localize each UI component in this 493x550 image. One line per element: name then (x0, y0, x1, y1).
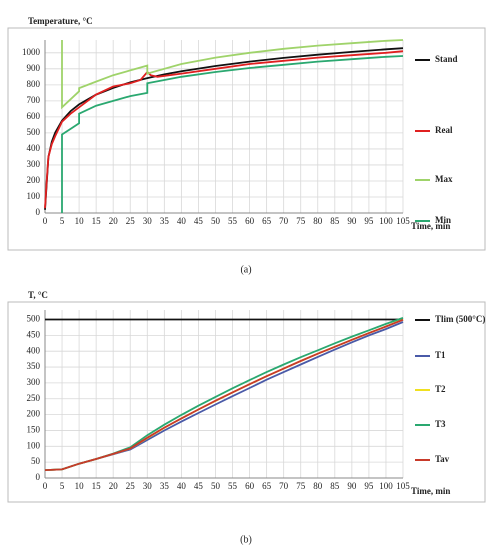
x-tick-label: 50 (211, 481, 221, 491)
x-tick-label: 0 (43, 481, 48, 491)
legend-label: T3 (435, 419, 446, 429)
x-tick-label: 80 (313, 481, 323, 491)
x-tick-label: 80 (313, 216, 323, 226)
x-tick-label: 90 (347, 481, 357, 491)
x-tick-label: 20 (109, 481, 119, 491)
x-axis-label: Time, min (411, 486, 450, 496)
y-tick-label: 150 (27, 425, 41, 435)
x-tick-label: 45 (194, 481, 204, 491)
y-tick-label: 300 (27, 159, 41, 169)
x-tick-label: 95 (364, 481, 374, 491)
series-line (44, 50, 404, 209)
series-line (61, 39, 404, 110)
y-tick-label: 0 (36, 472, 41, 482)
x-tick-label: 75 (296, 481, 306, 491)
x-tick-label: 0 (43, 216, 48, 226)
legend-label: Min (435, 215, 451, 225)
x-tick-label: 35 (160, 216, 170, 226)
x-tick-label: 60 (245, 481, 255, 491)
y-tick-label: 400 (27, 143, 41, 153)
y-tick-label: 800 (27, 79, 41, 89)
x-tick-label: 35 (160, 481, 170, 491)
x-tick-label: 20 (109, 216, 119, 226)
x-axis-label: Time, min (411, 221, 450, 231)
x-tick-label: 10 (75, 481, 85, 491)
y-tick-label: 50 (31, 456, 41, 466)
x-tick-label: 95 (364, 216, 374, 226)
x-tick-label: 60 (245, 216, 255, 226)
y-tick-label: 200 (27, 175, 41, 185)
x-tick-label: 55 (228, 481, 238, 491)
x-tick-label: 15 (92, 481, 102, 491)
x-tick-label: 10 (75, 216, 85, 226)
x-tick-label: 70 (279, 216, 289, 226)
series-line (61, 55, 404, 213)
x-tick-label: 50 (211, 216, 221, 226)
x-tick-label: 30 (143, 216, 153, 226)
y-tick-label: 250 (27, 393, 41, 403)
y-tick-label: 350 (27, 361, 41, 371)
x-tick-label: 65 (262, 481, 272, 491)
y-tick-label: 200 (27, 409, 41, 419)
chart-frame (7, 301, 486, 503)
y-tick-label: 400 (27, 345, 41, 355)
y-tick-label: 500 (27, 314, 41, 324)
caption: (a) (240, 264, 251, 275)
series-line (44, 318, 404, 471)
y-tick-label: 900 (27, 63, 41, 73)
x-tick-label: 100 (379, 216, 393, 226)
x-tick-label: 105 (396, 481, 410, 491)
legend-label: Tav (435, 454, 450, 464)
y-tick-label: 500 (27, 127, 41, 137)
x-tick-label: 85 (330, 481, 340, 491)
x-tick-label: 85 (330, 216, 340, 226)
legend-label: Max (435, 174, 453, 184)
y-tick-label: 700 (27, 95, 41, 105)
legend-label: Real (435, 125, 453, 135)
x-tick-label: 105 (396, 216, 410, 226)
x-tick-label: 30 (143, 481, 153, 491)
x-tick-label: 65 (262, 216, 272, 226)
legend-label: T2 (435, 384, 446, 394)
y-tick-label: 1000 (22, 47, 41, 57)
y-tick-label: 600 (27, 111, 41, 121)
y-tick-label: 100 (27, 440, 41, 450)
x-tick-label: 15 (92, 216, 102, 226)
x-tick-label: 25 (126, 481, 136, 491)
x-tick-label: 45 (194, 216, 204, 226)
y-axis-label: Temperature, °C (28, 16, 93, 26)
x-tick-label: 5 (60, 216, 65, 226)
y-tick-label: 300 (27, 377, 41, 387)
x-tick-label: 75 (296, 216, 306, 226)
x-tick-label: 5 (60, 481, 65, 491)
y-tick-label: 100 (27, 191, 41, 201)
legend-label: Tlim (500°C) (435, 314, 485, 324)
x-tick-label: 100 (379, 481, 393, 491)
y-tick-label: 450 (27, 329, 41, 339)
caption: (b) (240, 534, 252, 545)
x-tick-label: 55 (228, 216, 238, 226)
y-tick-label: 0 (36, 207, 41, 217)
legend-label: Stand (435, 54, 458, 64)
x-tick-label: 70 (279, 481, 289, 491)
legend-label: T1 (435, 350, 446, 360)
y-axis-label: T, °C (28, 290, 48, 300)
x-tick-label: 40 (177, 481, 187, 491)
x-tick-label: 25 (126, 216, 136, 226)
x-tick-label: 90 (347, 216, 357, 226)
x-tick-label: 40 (177, 216, 187, 226)
